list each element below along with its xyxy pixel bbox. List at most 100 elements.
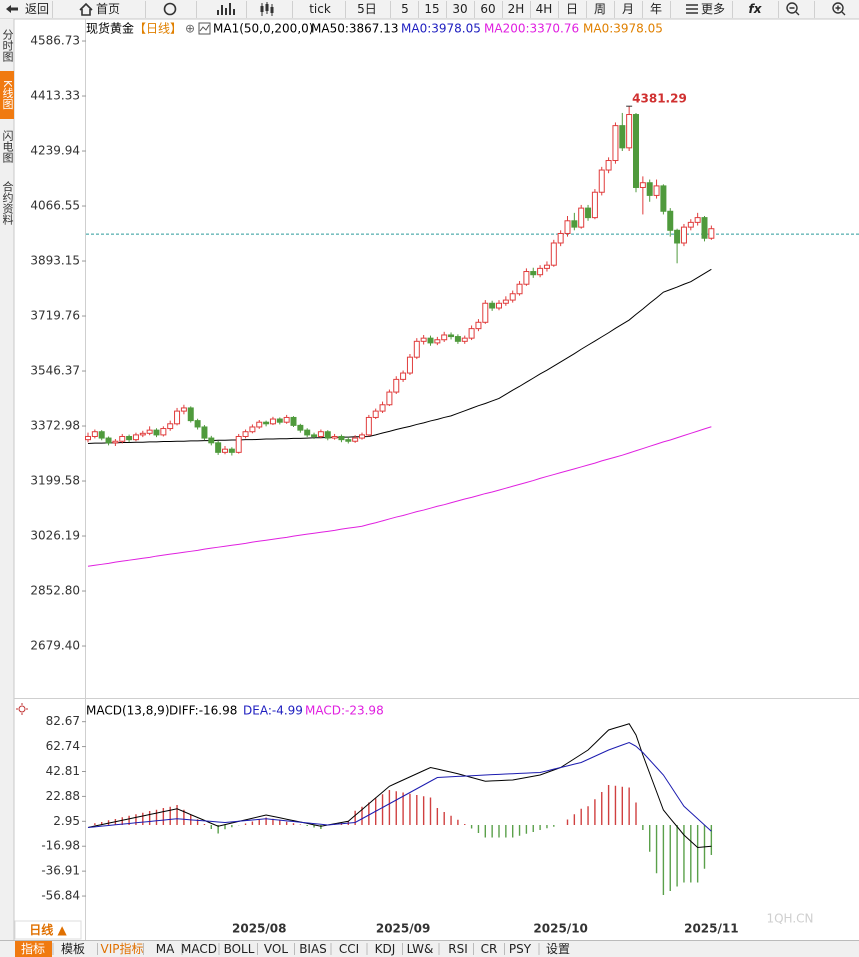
zoom-out-icon[interactable] — [789, 7, 800, 16]
bottom-tab[interactable]: VOL — [264, 942, 288, 956]
tab-active — [15, 941, 52, 957]
y-tick-label: 4413.33 — [30, 89, 80, 103]
legend-item: MACD(13,8,9) — [86, 704, 170, 718]
candle-body — [153, 429, 160, 436]
legend-item: MA0:3978.05 — [401, 22, 481, 36]
toolbar-button[interactable]: 首页 — [96, 2, 120, 16]
toolbar-button[interactable]: 2H — [508, 2, 525, 16]
bottom-tab[interactable]: MACD — [181, 942, 217, 956]
candle-body — [91, 431, 98, 437]
candle-icon[interactable] — [270, 7, 274, 13]
candle-body — [441, 334, 448, 341]
indicator-icon[interactable] — [198, 22, 211, 35]
candle-body — [605, 160, 612, 171]
bottom-tab[interactable]: PSY — [509, 942, 532, 956]
toolbar — [0, 0, 859, 19]
candle-body — [468, 328, 475, 339]
bottom-tab[interactable]: 模板 — [61, 942, 85, 956]
toolbar-button[interactable]: 年 — [650, 2, 662, 16]
candle-body — [523, 271, 530, 285]
bottom-tab[interactable]: BOLL — [224, 942, 255, 956]
side-tab[interactable]: K线图 — [0, 71, 14, 119]
candle-body — [461, 337, 468, 342]
x-tick-label: 2025/08 — [232, 922, 286, 936]
candle-body — [530, 271, 537, 276]
candle-icon[interactable] — [265, 4, 269, 11]
ma-line — [87, 426, 712, 567]
macd-line — [87, 741, 712, 832]
indicator-icon[interactable] — [199, 24, 210, 32]
zoom-in-icon[interactable] — [835, 5, 846, 16]
legend-item: MA50:3867.13 — [311, 22, 399, 36]
toolbar-button[interactable]: fx — [749, 2, 763, 16]
toolbar-button[interactable]: 周 — [594, 2, 606, 16]
candle-body — [557, 232, 564, 244]
side-tab[interactable]: 合约资料 — [1, 181, 14, 225]
legend-item: 现货黄金 — [86, 21, 134, 36]
toolbar-button[interactable]: tick — [309, 2, 331, 16]
toolbar-button[interactable]: 日 — [566, 2, 578, 16]
settings-icon[interactable] — [16, 703, 28, 715]
toolbar-button[interactable]: 5日 — [357, 2, 377, 16]
home-icon[interactable] — [79, 2, 93, 16]
candle-body — [359, 434, 365, 439]
candle-body — [537, 267, 544, 276]
legend-item: DIFF:-16.98 — [169, 704, 237, 718]
bottom-tab[interactable]: MA — [156, 942, 175, 956]
toolbar-button[interactable]: 4H — [536, 2, 553, 16]
toolbar-button[interactable]: 更多 — [701, 2, 725, 16]
y-tick-label: 2.95 — [53, 814, 80, 828]
bottom-tab[interactable]: VIP指标 — [101, 941, 144, 956]
candle-body — [619, 125, 626, 149]
candle-body — [578, 207, 585, 228]
bars-icon[interactable] — [217, 3, 235, 15]
period-label[interactable]: 日线 ▲ — [29, 922, 67, 937]
bottom-tab[interactable]: LW& — [407, 942, 434, 956]
zoom-in-icon[interactable] — [832, 2, 844, 14]
bottom-tab[interactable]: 指标 — [21, 941, 45, 956]
candle-body — [660, 185, 667, 212]
bottom-tab[interactable]: CR — [481, 942, 498, 956]
legend-item: ⊕ — [185, 22, 195, 36]
candle-body — [242, 431, 249, 437]
bottom-tab[interactable]: RSI — [448, 942, 468, 956]
toolbar-button[interactable]: 5 — [401, 2, 409, 16]
settings-icon[interactable] — [18, 705, 26, 713]
side-strip — [0, 19, 14, 940]
refresh-icon[interactable] — [163, 2, 177, 16]
y-tick-label: 3199.58 — [30, 474, 80, 488]
candle-body — [283, 416, 290, 423]
candle-body — [516, 283, 523, 295]
y-tick-label: 4586.73 — [30, 34, 80, 48]
candle-body — [489, 302, 496, 309]
menu-icon[interactable] — [686, 4, 698, 14]
period-box[interactable] — [14, 920, 82, 940]
toolbar-button[interactable]: 60 — [480, 2, 495, 16]
toolbar-button[interactable]: 15 — [424, 2, 439, 16]
candle-body — [331, 435, 338, 439]
candle-body — [317, 431, 324, 437]
bottom-tab[interactable]: BIAS — [299, 942, 327, 956]
candle-icon[interactable] — [260, 6, 264, 12]
candle-body — [180, 407, 187, 412]
candle-body — [98, 431, 105, 439]
candle-body — [126, 435, 133, 441]
candle-body — [406, 356, 413, 374]
candle-body — [571, 220, 578, 228]
side-tab[interactable]: 闪电图 — [1, 129, 14, 163]
candle-body — [448, 334, 455, 338]
toolbar-button[interactable]: 返回 — [25, 2, 49, 16]
zoom-out-icon[interactable] — [786, 2, 798, 14]
back-icon[interactable] — [6, 5, 18, 13]
candle-body — [263, 421, 270, 425]
bottom-tab[interactable]: KDJ — [375, 942, 396, 956]
bottom-tab[interactable]: 设置 — [546, 942, 570, 956]
y-tick-label: 4066.55 — [30, 199, 80, 213]
ma-line — [87, 268, 712, 444]
side-tab[interactable]: 分时图 — [1, 28, 14, 62]
toolbar-button[interactable]: 月 — [622, 2, 634, 16]
candle-body — [701, 217, 708, 239]
toolbar-button[interactable]: 30 — [452, 2, 467, 16]
watermark: 1QH.CN — [766, 912, 813, 926]
bottom-tab[interactable]: CCI — [339, 942, 359, 956]
